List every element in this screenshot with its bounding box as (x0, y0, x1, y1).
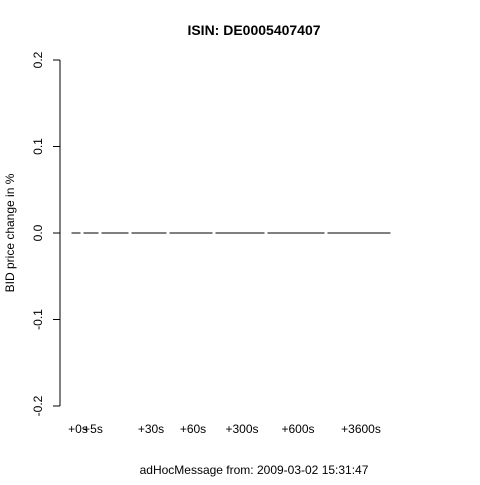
x-tick-label: +5s (83, 422, 103, 436)
x-tick-label: +600s (281, 422, 314, 436)
y-tick-label: 0.0 (31, 224, 45, 241)
x-axis-label: adHocMessage from: 2009-03-02 15:31:47 (140, 463, 369, 477)
x-tick-label: +300s (225, 422, 258, 436)
y-tick-label: 0.2 (31, 51, 45, 68)
y-axis-label: BID price change in % (3, 173, 17, 292)
x-tick-label: +60s (180, 422, 206, 436)
y-tick-label: -0.1 (31, 309, 45, 330)
x-tick-label: +30s (138, 422, 164, 436)
x-tick-label: +3600s (341, 422, 381, 436)
x-axis-category-labels: +0s+5s+30s+60s+300s+600s+3600s (68, 422, 381, 436)
y-tick-label: 0.1 (31, 138, 45, 155)
y-tick-label: -0.2 (31, 395, 45, 416)
chart-title: ISIN: DE0005407407 (187, 22, 320, 38)
y-axis: -0.2 -0.1 0.0 0.1 0.2 (31, 51, 60, 416)
